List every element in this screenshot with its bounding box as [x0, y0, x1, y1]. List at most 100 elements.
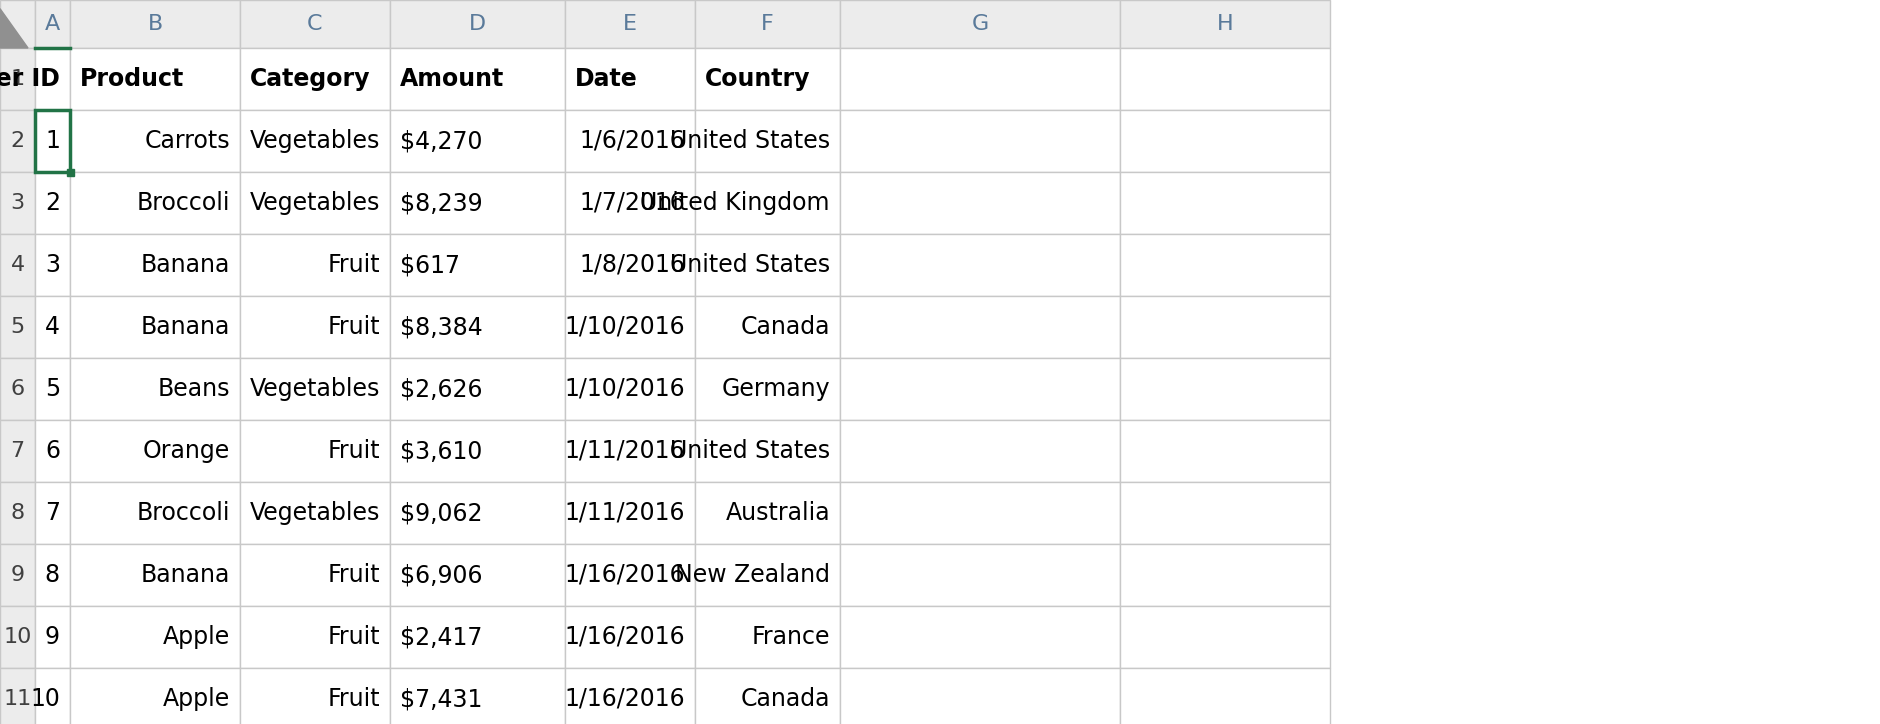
Text: 9: 9 [11, 565, 24, 585]
Text: $2,417: $2,417 [400, 625, 483, 649]
Bar [389, 234, 566, 296]
Bar [840, 234, 1120, 296]
Text: A: A [45, 14, 60, 34]
Text: 1: 1 [45, 129, 60, 153]
Text: Product: Product [81, 67, 184, 91]
Text: Canada: Canada [741, 687, 829, 711]
Bar [241, 606, 389, 668]
Bar [0, 482, 36, 544]
Text: E: E [622, 14, 637, 34]
Bar [566, 358, 696, 420]
Text: Canada: Canada [741, 315, 829, 339]
Bar [36, 110, 70, 172]
Bar [840, 482, 1120, 544]
Bar [566, 110, 696, 172]
Bar [1120, 110, 1329, 172]
Text: 5: 5 [45, 377, 60, 401]
Bar [566, 668, 696, 724]
Bar [389, 420, 566, 482]
Bar [389, 668, 566, 724]
Bar [566, 606, 696, 668]
Text: 10: 10 [30, 687, 60, 711]
Bar [70, 482, 241, 544]
Bar [1120, 544, 1329, 606]
Text: 1: 1 [11, 69, 24, 89]
Bar [36, 110, 70, 172]
Text: Amount: Amount [400, 67, 504, 91]
Bar [70, 0, 241, 48]
Text: Fruit: Fruit [327, 253, 380, 277]
Text: 3: 3 [11, 193, 24, 213]
Text: $8,239: $8,239 [400, 191, 483, 215]
Text: 8: 8 [45, 563, 60, 587]
Text: 1/10/2016: 1/10/2016 [564, 315, 684, 339]
Bar [36, 482, 70, 544]
Text: 6: 6 [45, 439, 60, 463]
Bar [840, 172, 1120, 234]
Bar [66, 169, 73, 175]
Bar [840, 48, 1120, 110]
Bar [0, 668, 36, 724]
Text: $4,270: $4,270 [400, 129, 483, 153]
Text: Fruit: Fruit [327, 687, 380, 711]
Text: Orange: Orange [143, 439, 229, 463]
Text: Fruit: Fruit [327, 315, 380, 339]
Bar [696, 606, 840, 668]
Bar [241, 296, 389, 358]
Bar [36, 172, 70, 234]
Bar [36, 296, 70, 358]
Text: 4: 4 [45, 315, 60, 339]
Bar [566, 482, 696, 544]
Bar [0, 296, 36, 358]
Text: $7,431: $7,431 [400, 687, 483, 711]
Bar [241, 234, 389, 296]
Bar [566, 420, 696, 482]
Bar [241, 482, 389, 544]
Bar [696, 0, 840, 48]
Text: Category: Category [250, 67, 370, 91]
Bar [70, 544, 241, 606]
Bar [241, 668, 389, 724]
Bar [840, 606, 1120, 668]
Text: 1/10/2016: 1/10/2016 [564, 377, 684, 401]
Bar [696, 544, 840, 606]
Bar [389, 482, 566, 544]
Text: $9,062: $9,062 [400, 501, 483, 525]
Bar [1120, 358, 1329, 420]
Bar [566, 172, 696, 234]
Bar [1120, 234, 1329, 296]
Bar [840, 110, 1120, 172]
Text: Australia: Australia [726, 501, 829, 525]
Text: 1/11/2016: 1/11/2016 [564, 439, 684, 463]
Text: 1/7/2016: 1/7/2016 [579, 191, 684, 215]
Text: 9: 9 [45, 625, 60, 649]
Bar [36, 48, 70, 110]
Text: Carrots: Carrots [145, 129, 229, 153]
Bar [70, 606, 241, 668]
Text: Vegetables: Vegetables [250, 191, 380, 215]
Bar [36, 544, 70, 606]
Text: 7: 7 [45, 501, 60, 525]
Text: 1/16/2016: 1/16/2016 [564, 687, 684, 711]
Text: Banana: Banana [141, 315, 229, 339]
Bar [566, 544, 696, 606]
Text: $3,610: $3,610 [400, 439, 483, 463]
Text: 1/16/2016: 1/16/2016 [564, 625, 684, 649]
Text: 1/16/2016: 1/16/2016 [564, 563, 684, 587]
Bar [1120, 296, 1329, 358]
Text: 8: 8 [11, 503, 24, 523]
Bar [70, 358, 241, 420]
Text: Country: Country [705, 67, 810, 91]
Bar [70, 668, 241, 724]
Bar [696, 172, 840, 234]
Polygon shape [0, 9, 28, 48]
Bar [566, 48, 696, 110]
Bar [241, 358, 389, 420]
Text: B: B [147, 14, 164, 34]
Bar [566, 0, 696, 48]
Text: Banana: Banana [141, 563, 229, 587]
Bar [1120, 48, 1329, 110]
Bar [389, 606, 566, 668]
Text: C: C [306, 14, 323, 34]
Bar [696, 296, 840, 358]
